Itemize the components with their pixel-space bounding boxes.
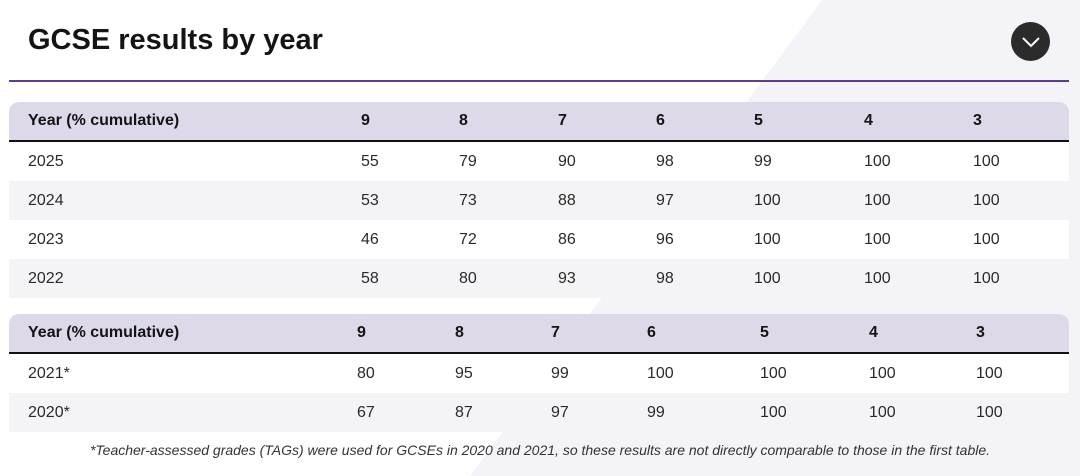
table-cell: 100 [973,220,1069,259]
table-header-row: Year (% cumulative) 9 8 7 6 5 4 3 [9,102,1069,142]
table-cell: 100 [976,393,1069,432]
table-cell: 100 [647,354,760,393]
page-title: GCSE results by year [28,24,323,56]
table-row: 2022 58 80 93 98 100 100 100 [9,259,1069,298]
table-cell: 100 [864,259,973,298]
table-cell: 93 [558,259,656,298]
section-header: GCSE results by year [9,0,1069,82]
column-header: 7 [558,102,656,142]
chevron-down-icon [1021,36,1040,47]
table-cell: 73 [459,181,558,220]
table-cell: 100 [754,259,864,298]
table-cell: 95 [455,354,551,393]
table-row: 2025 55 79 90 98 99 100 100 [9,142,1069,181]
column-header: 3 [973,102,1069,142]
column-header: 6 [647,314,760,354]
table-cell: 100 [869,393,976,432]
table-cell: 100 [760,393,869,432]
column-header: 4 [869,314,976,354]
table-cell: 55 [361,142,459,181]
table-cell: 100 [754,220,864,259]
table-row: 2020* 67 87 97 99 100 100 100 [9,393,1069,432]
table-cell: 98 [656,259,754,298]
column-header: 8 [455,314,551,354]
table-cell: 98 [656,142,754,181]
table-cell: 2023 [9,220,361,259]
column-header: 9 [357,314,455,354]
table-cell: 100 [760,354,869,393]
table-cell: 2024 [9,181,361,220]
table-cell: 67 [357,393,455,432]
table-cell: 2025 [9,142,361,181]
column-header: 3 [976,314,1069,354]
column-header: 4 [864,102,973,142]
table-cell: 80 [357,354,455,393]
column-header: 7 [551,314,647,354]
column-header: 5 [760,314,869,354]
table-cell: 99 [647,393,760,432]
table-cell: 100 [973,142,1069,181]
table-row: 2024 53 73 88 97 100 100 100 [9,181,1069,220]
table-cell: 100 [976,354,1069,393]
table-cell: 2022 [9,259,361,298]
table-cell: 100 [864,142,973,181]
table-cell: 72 [459,220,558,259]
table-cell: 96 [656,220,754,259]
table-cell: 100 [869,354,976,393]
table-cell: 99 [551,354,647,393]
table-cell: 100 [973,181,1069,220]
footnote: *Teacher-assessed grades (TAGs) were use… [89,442,991,458]
table-cell: 87 [455,393,551,432]
table-cell: 79 [459,142,558,181]
table-cell: 80 [459,259,558,298]
table-cell: 99 [754,142,864,181]
table-cell: 100 [754,181,864,220]
column-header: 5 [754,102,864,142]
table-cell: 100 [973,259,1069,298]
results-table-2022-2025: Year (% cumulative) 9 8 7 6 5 4 3 2025 5… [9,102,1069,298]
table-cell: 97 [656,181,754,220]
table-row: 2021* 80 95 99 100 100 100 100 [9,354,1069,393]
results-table-2020-2021: Year (% cumulative) 9 8 7 6 5 4 3 2021* … [9,314,1069,432]
table-cell: 97 [551,393,647,432]
table-cell: 2020* [9,393,357,432]
table-cell: 58 [361,259,459,298]
column-header: Year (% cumulative) [9,102,361,142]
table-cell: 53 [361,181,459,220]
column-header: Year (% cumulative) [9,314,357,354]
table-row: 2023 46 72 86 96 100 100 100 [9,220,1069,259]
table-cell: 100 [864,220,973,259]
expand-toggle-button[interactable] [1011,22,1050,61]
table-cell: 90 [558,142,656,181]
column-header: 8 [459,102,558,142]
table-cell: 2021* [9,354,357,393]
table-header-row: Year (% cumulative) 9 8 7 6 5 4 3 [9,314,1069,354]
table-cell: 46 [361,220,459,259]
table-cell: 100 [864,181,973,220]
column-header: 6 [656,102,754,142]
column-header: 9 [361,102,459,142]
table-cell: 88 [558,181,656,220]
table-cell: 86 [558,220,656,259]
